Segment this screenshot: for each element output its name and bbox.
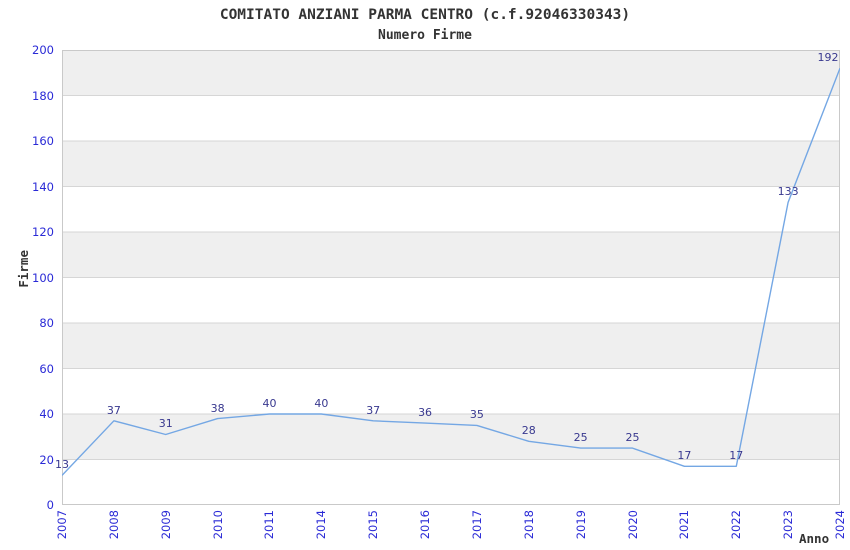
data-point-label: 40 (314, 397, 329, 410)
background-band (62, 50, 840, 96)
x-tick-label: 2010 (210, 510, 225, 540)
x-tick-label: 2022 (729, 510, 744, 540)
x-tick-label: 2017 (469, 510, 484, 540)
x-tick-label: 2019 (573, 510, 588, 540)
x-axis-title: Anno (799, 531, 830, 546)
data-point-label: 17 (729, 449, 744, 463)
x-tick-label: 2015 (366, 510, 381, 540)
plot-border (62, 50, 840, 505)
data-point-label: 40 (262, 397, 277, 410)
data-point-label: 192 (817, 51, 839, 65)
x-tick-label: 2008 (106, 510, 121, 540)
background-band (62, 459, 840, 505)
y-tick-label: 20 (39, 452, 54, 467)
x-tick-label: 2020 (625, 510, 640, 540)
plot-canvas (62, 50, 840, 505)
y-tick-label: 40 (39, 407, 54, 421)
chart-title: COMITATO ANZIANI PARMA CENTRO (c.f.92046… (219, 7, 631, 23)
data-point-label: 37 (106, 403, 121, 417)
y-tick-label: 140 (32, 179, 54, 194)
data-point-label: 25 (573, 431, 588, 445)
data-point-label: 13 (55, 458, 69, 472)
series-line-firme (62, 67, 840, 476)
y-tick-label: 60 (39, 361, 54, 376)
data-point-label: 38 (210, 401, 225, 415)
x-tick-label: 2018 (521, 510, 536, 540)
data-point-label: 25 (625, 431, 640, 445)
background-band (62, 186, 840, 232)
background-band (62, 277, 840, 323)
background-band (62, 323, 840, 369)
data-point-label: 28 (521, 424, 536, 438)
chart-subtitle: Numero Firme (378, 28, 472, 43)
background-band (62, 232, 840, 278)
background-band (62, 414, 840, 460)
y-tick-label: 180 (32, 88, 54, 103)
y-tick-label: 80 (39, 316, 54, 330)
y-tick-label: 120 (32, 225, 54, 239)
data-point-label: 36 (418, 406, 433, 420)
x-tick-label: 2009 (158, 510, 173, 540)
data-point-label: 17 (677, 449, 692, 463)
y-tick-label: 100 (32, 270, 54, 285)
plot-area: 13 37 31 38 40 40 37 36 35 28 25 25 17 17 133 192 (55, 50, 840, 505)
y-tick-label: 160 (32, 134, 54, 148)
background-band (62, 368, 840, 414)
x-tick-label: 2016 (418, 510, 433, 540)
y-tick-label: 200 (32, 43, 54, 57)
x-tick-label: 2023 (781, 510, 796, 540)
data-point-label: 31 (158, 417, 173, 431)
x-tick-label: 2024 (833, 510, 847, 540)
x-tick-label: 2014 (314, 510, 329, 540)
background-band (62, 141, 840, 187)
data-point-label: 37 (366, 403, 381, 417)
data-point-label: 35 (469, 408, 484, 422)
x-tick-label: 2021 (677, 510, 692, 540)
y-tick-label: 0 (46, 498, 54, 512)
data-point-label: 133 (777, 185, 799, 199)
x-tick-label: 2007 (55, 510, 69, 540)
background-band (62, 95, 840, 141)
x-tick-label: 2011 (262, 510, 277, 540)
